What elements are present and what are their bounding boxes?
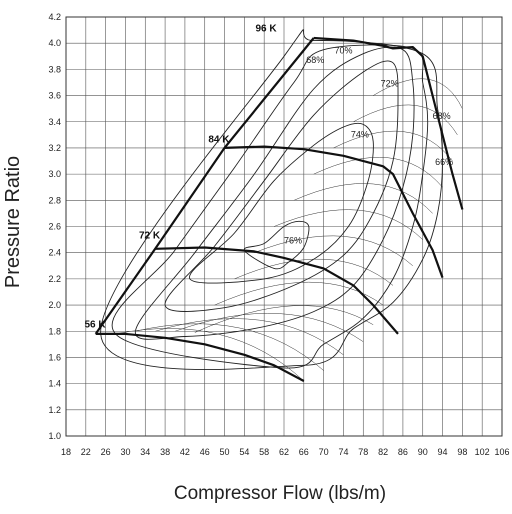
x-tick-label: 46 [200,447,210,457]
flow-ray [333,130,453,162]
x-tick-label: 74 [338,447,348,457]
y-tick-label: 2.6 [48,222,61,232]
efficiency-label: 68% [433,111,451,121]
y-tick-label: 1.8 [48,326,61,336]
x-tick-label: 38 [160,447,170,457]
flow-ray [214,281,384,306]
y-tick-label: 2.8 [48,195,61,205]
x-tick-label: 62 [279,447,289,457]
speed-line-72k [155,246,399,335]
y-tick-label: 2.2 [48,274,61,284]
x-tick-label: 18 [61,447,71,457]
y-tick-label: 1.6 [48,352,61,362]
flow-ray [135,323,324,371]
x-tick-label: 86 [398,447,408,457]
speed-line-84k [224,145,444,278]
plot-frame [65,16,503,437]
x-axis-label: Compressor Flow (lbs/m) [174,483,386,504]
x-tick-label: 106 [494,447,509,457]
y-tick-label: 3.4 [48,117,61,127]
efficiency-island-74pct [189,122,374,284]
y-tick-label: 3.6 [48,91,61,101]
efficiency-island-68pct [111,44,429,369]
efficiency-label: 74% [351,129,369,139]
y-tick-label: 3.8 [48,64,61,74]
x-tick-label: 22 [81,447,91,457]
efficiency-island-76pct [243,220,310,270]
y-tick-label: 4.0 [48,38,61,48]
speed-label: 72 K [139,230,161,241]
flow-ray [155,318,344,356]
x-tick-label: 78 [358,447,368,457]
efficiency-label: 68% [306,55,324,65]
efficiency-island-66pct [100,29,443,370]
flow-ray [273,209,423,240]
x-tick-label: 54 [239,447,249,457]
y-tick-label: 4.2 [48,12,61,22]
x-tick-label: 70 [319,447,329,457]
efficiency-island-70pct [134,46,415,340]
efficiency-label: 70% [335,46,353,56]
x-tick-label: 94 [438,447,448,457]
y-tick-label: 2.4 [48,248,61,258]
y-axis-label: Pressure Ratio [2,156,24,288]
efficiency-label: 66% [435,157,453,167]
efficiency-island-72pct [164,60,399,312]
flow-ray [234,258,394,286]
x-tick-label: 50 [220,447,230,457]
x-tick-label: 102 [475,447,490,457]
y-tick-label: 1.0 [48,431,61,441]
speed-line-96k [313,36,464,210]
flow-ray [194,305,374,333]
y-tick-label: 1.4 [48,379,61,389]
y-tick-label: 1.2 [48,405,61,415]
y-tick-label: 3.2 [48,143,61,153]
flow-ray [313,157,443,188]
x-tick-label: 98 [457,447,467,457]
x-tick-label: 26 [101,447,111,457]
speed-label: 56 K [85,319,107,330]
speed-label: 84 K [208,135,230,146]
y-tick-label: 3.0 [48,169,61,179]
speed-line-56k [95,332,305,382]
surge-line [94,37,315,335]
speed-label: 96 K [255,23,277,34]
x-tick-label: 42 [180,447,190,457]
flow-ray [293,183,433,214]
x-tick-label: 66 [299,447,309,457]
x-tick-label: 90 [418,447,428,457]
x-tick-label: 34 [140,447,150,457]
x-tick-label: 82 [378,447,388,457]
efficiency-label: 72% [381,78,399,88]
y-tick-label: 2.0 [48,300,61,310]
x-tick-label: 58 [259,447,269,457]
flow-ray [174,313,364,342]
x-tick-label: 30 [120,447,130,457]
flow-ray [353,104,458,135]
efficiency-label: 76% [284,236,302,246]
flow-ray [254,235,413,266]
